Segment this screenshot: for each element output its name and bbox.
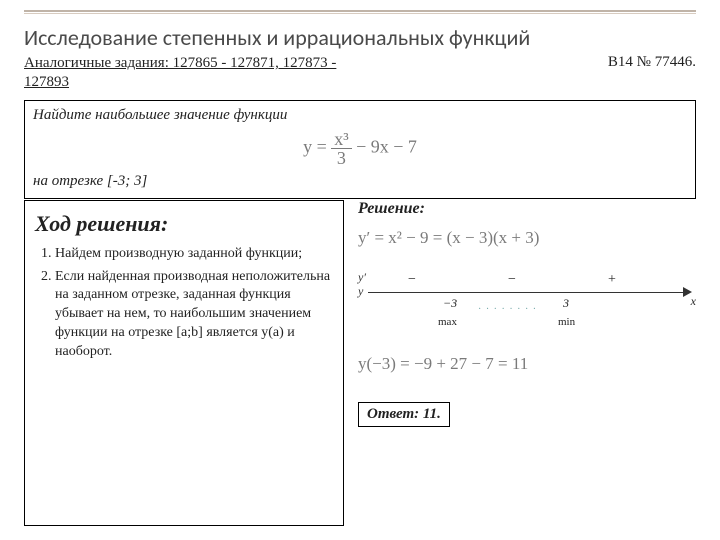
page-title: Исследование степенных и иррациональных … xyxy=(24,24,530,51)
lower-row: Ход решения: Найдем производную заданной… xyxy=(24,200,696,526)
steps-list: Найдем производную заданной функции; Есл… xyxy=(35,245,333,362)
number-axis xyxy=(368,292,686,293)
min-label: min xyxy=(558,316,575,328)
sign-line: y′ y − − + −3 3 · · · · · · · · max min … xyxy=(358,262,696,342)
x-axis-label: x xyxy=(691,294,696,309)
fraction: x³ 3 xyxy=(331,130,351,167)
solution-heading: Решение: xyxy=(358,200,696,218)
y-label: y xyxy=(358,284,363,299)
subtitle-row: Аналогичные задания: 127865 - 127871, 12… xyxy=(24,54,696,92)
formula-suffix: − 9x − 7 xyxy=(356,137,417,157)
sign-1: − xyxy=(508,272,516,288)
sign-0: − xyxy=(408,272,416,288)
problem-line2: на отрезке [-3; 3] xyxy=(33,173,687,190)
frac-num: x³ xyxy=(331,130,351,149)
y-prime-label: y′ xyxy=(358,270,366,285)
problem-box: Найдите наибольшее значение функции y = … xyxy=(24,100,696,199)
problem-formula: y = x³ 3 − 9x − 7 xyxy=(33,130,687,167)
formula-prefix: y = xyxy=(303,137,331,157)
step-2: Если найденная производная неположительн… xyxy=(55,268,333,362)
dots-decoration: · · · · · · · · xyxy=(478,304,537,315)
steps-box: Ход решения: Найдем производную заданной… xyxy=(24,200,344,526)
step-1: Найдем производную заданной функции; xyxy=(55,245,333,264)
tick-0: −3 xyxy=(443,296,457,311)
problem-line1: Найдите наибольшее значение функции xyxy=(33,107,687,124)
derivative: y′ = x² − 9 = (x − 3)(x + 3) xyxy=(358,228,696,248)
tick-1: 3 xyxy=(563,296,569,311)
sign-2: + xyxy=(608,272,616,288)
solution-panel: Решение: y′ = x² − 9 = (x − 3)(x + 3) y′… xyxy=(358,200,696,526)
evaluation: y(−3) = −9 + 27 − 7 = 11 xyxy=(358,354,696,374)
related-tasks: Аналогичные задания: 127865 - 127871, 12… xyxy=(24,54,384,92)
frac-den: 3 xyxy=(331,149,351,167)
answer-box: Ответ: 11. xyxy=(358,402,450,427)
max-label: max xyxy=(438,316,457,328)
steps-heading: Ход решения: xyxy=(35,209,333,239)
task-number: B14 № 77446. xyxy=(608,54,696,92)
decorative-rule xyxy=(24,10,696,14)
